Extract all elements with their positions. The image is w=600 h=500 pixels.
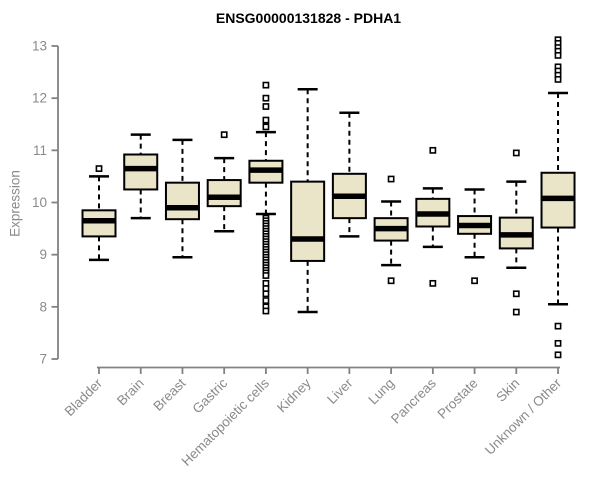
outlier-point [512,290,520,298]
x-category-label: Liver [324,375,356,407]
outlier-point [262,116,270,124]
x-category-label: Breast [150,375,188,413]
y-tick-label: 12 [32,91,47,106]
y-tick-label: 13 [32,39,47,54]
iqr-box [290,180,326,262]
outlier-point [554,351,562,359]
outlier-point [262,123,270,131]
x-category-label: Skin [493,376,522,405]
y-tick-label: 7 [39,352,47,367]
outlier-point [429,279,437,287]
outlier-point [554,322,562,330]
y-tick-label: 10 [32,195,47,210]
outlier-point [429,146,437,154]
y-tick-label: 11 [33,143,47,158]
iqr-box [206,179,242,208]
y-axis-title: Expression [7,170,23,237]
iqr-box [123,153,159,191]
outlier-point [262,103,270,110]
outlier-point [262,307,270,315]
y-tick-label: 8 [39,299,47,314]
x-category-label: Unknown / Other [482,375,565,458]
outlier-point [262,290,270,298]
outlier-point [95,165,103,172]
outlier-point [512,308,520,316]
outlier-point [262,81,270,89]
x-category-label: Pancreas [388,375,439,426]
outlier-point [512,149,520,157]
outlier-point [554,75,562,83]
outlier-point [262,297,270,304]
x-category-label: Kidney [274,375,314,415]
outlier-point [471,277,478,285]
x-category-label: Lung [365,376,397,408]
outlier-point [262,94,270,102]
outlier-point [220,131,228,139]
outlier-point [554,339,562,347]
x-category-label: Prostate [435,376,481,422]
x-category-label: Gastric [189,375,230,416]
x-category-label: Bladder [62,375,106,419]
chart-title: ENSG00000131828 - PDHA1 [215,10,402,26]
outlier-point [387,175,395,183]
outlier-point [262,272,270,279]
x-category-label: Brain [114,376,147,409]
iqr-box [164,181,200,221]
y-tick-label: 9 [39,247,47,262]
outlier-point [554,51,562,59]
outlier-point [387,277,395,285]
